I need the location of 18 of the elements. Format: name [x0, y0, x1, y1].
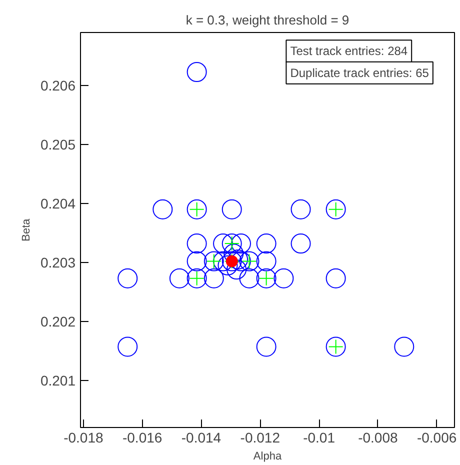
y-axis-title: Beta: [20, 218, 32, 242]
x-tick-label: -0.01: [303, 430, 336, 446]
x-axis-title: Alpha: [253, 450, 282, 462]
y-tick-label: 0.205: [40, 136, 76, 153]
chart-title: k = 0.3, weight threshold = 9: [186, 12, 350, 28]
y-tick-label: 0.202: [40, 313, 76, 330]
y-tick-label: 0.204: [40, 195, 76, 212]
x-tick-label: -0.016: [122, 430, 162, 446]
y-tick-label: 0.206: [40, 78, 76, 94]
annotation: Duplicate track entries: 65: [290, 66, 430, 80]
x-tick-label: -0.018: [64, 430, 104, 446]
y-tick-label: 0.203: [40, 254, 76, 270]
x-tick-label: -0.006: [416, 430, 457, 446]
x-tick-label: -0.012: [240, 430, 280, 446]
y-tick-label: 0.201: [40, 372, 76, 388]
x-tick-label: -0.014: [181, 430, 222, 446]
annotation: Test track entries: 284: [290, 44, 408, 58]
x-tick-label: -0.008: [358, 430, 398, 446]
